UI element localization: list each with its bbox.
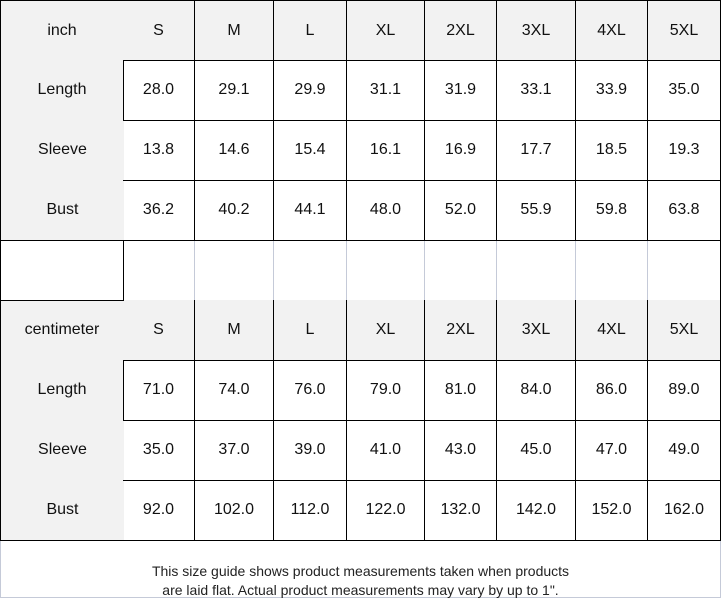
spacer-cell xyxy=(0,240,124,301)
size-header-5xl: 5XL xyxy=(648,0,721,61)
value-cell: 19.3 xyxy=(648,120,721,181)
value-cell: 15.4 xyxy=(274,120,347,181)
size-header-m: M xyxy=(195,300,274,361)
row-label-sleeve: Sleeve xyxy=(1,120,124,180)
value-cell: 55.9 xyxy=(497,180,576,241)
row-label-bust: Bust xyxy=(1,480,124,540)
spacer-cell xyxy=(497,241,576,300)
value-cell: 13.8 xyxy=(123,120,195,181)
value-cell: 40.2 xyxy=(195,180,274,241)
value-cell: 41.0 xyxy=(347,420,425,481)
value-cell: 47.0 xyxy=(576,420,648,481)
size-header-3xl: 3XL xyxy=(497,0,576,61)
value-cell: 52.0 xyxy=(425,180,497,241)
value-cell: 89.0 xyxy=(648,360,721,421)
value-cell: 112.0 xyxy=(274,480,347,541)
value-cell: 122.0 xyxy=(347,480,425,541)
spacer-cell xyxy=(274,241,347,300)
value-cell: 33.9 xyxy=(576,60,648,121)
size-header-3xl: 3XL xyxy=(497,300,576,361)
size-guide-note: This size guide shows product measuremen… xyxy=(0,541,721,598)
spacer-cell xyxy=(347,241,425,300)
spacer-cell xyxy=(648,241,721,300)
value-cell: 86.0 xyxy=(576,360,648,421)
value-cell: 79.0 xyxy=(347,360,425,421)
size-header-m: M xyxy=(195,0,274,61)
size-header-s: S xyxy=(123,300,195,361)
note-line-1: This size guide shows product measuremen… xyxy=(151,563,570,579)
value-cell: 35.0 xyxy=(648,60,721,121)
size-header-xl: XL xyxy=(347,0,425,61)
row-label-length: Length xyxy=(0,360,124,421)
unit-header: centimeter xyxy=(0,300,124,361)
value-cell: 16.9 xyxy=(425,120,497,181)
value-cell: 142.0 xyxy=(497,480,576,541)
value-cell: 31.9 xyxy=(425,60,497,121)
size-header-l: L xyxy=(274,0,347,61)
value-cell: 152.0 xyxy=(576,480,648,541)
value-cell: 14.6 xyxy=(195,120,274,181)
value-cell: 39.0 xyxy=(274,420,347,481)
size-header-4xl: 4XL xyxy=(576,0,648,61)
size-header-5xl: 5XL xyxy=(648,300,721,361)
value-cell: 92.0 xyxy=(123,480,195,541)
row-label-length: Length xyxy=(0,60,124,121)
value-cell: 29.9 xyxy=(274,60,347,121)
value-cell: 43.0 xyxy=(425,420,497,481)
value-cell: 35.0 xyxy=(123,420,195,481)
row-label-bust: Bust xyxy=(1,180,124,240)
value-cell: 44.1 xyxy=(274,180,347,241)
size-header-xl: XL xyxy=(347,300,425,361)
size-header-2xl: 2XL xyxy=(425,300,497,361)
value-cell: 36.2 xyxy=(123,180,195,241)
value-cell: 48.0 xyxy=(347,180,425,241)
value-cell: 59.8 xyxy=(576,180,648,241)
spacer-cell xyxy=(195,241,274,300)
spacer-cell xyxy=(123,241,195,300)
value-cell: 29.1 xyxy=(195,60,274,121)
value-cell: 49.0 xyxy=(648,420,721,481)
value-cell: 16.1 xyxy=(347,120,425,181)
value-cell: 102.0 xyxy=(195,480,274,541)
value-cell: 63.8 xyxy=(648,180,721,241)
value-cell: 71.0 xyxy=(123,360,195,421)
size-header-4xl: 4XL xyxy=(576,300,648,361)
value-cell: 81.0 xyxy=(425,360,497,421)
value-cell: 132.0 xyxy=(425,480,497,541)
table-bottom-border xyxy=(0,540,721,541)
value-cell: 74.0 xyxy=(195,360,274,421)
value-cell: 84.0 xyxy=(497,360,576,421)
size-header-s: S xyxy=(123,0,195,61)
unit-header: inch xyxy=(0,0,124,61)
size-header-l: L xyxy=(274,300,347,361)
value-cell: 76.0 xyxy=(274,360,347,421)
value-cell: 45.0 xyxy=(497,420,576,481)
value-cell: 33.1 xyxy=(497,60,576,121)
row-label-sleeve: Sleeve xyxy=(1,420,124,480)
note-line-2: are laid flat. Actual product measuremen… xyxy=(162,582,559,598)
value-cell: 17.7 xyxy=(497,120,576,181)
spacer-cell xyxy=(576,241,648,300)
value-cell: 37.0 xyxy=(195,420,274,481)
size-header-2xl: 2XL xyxy=(425,0,497,61)
value-cell: 162.0 xyxy=(648,480,721,541)
value-cell: 18.5 xyxy=(576,120,648,181)
value-cell: 28.0 xyxy=(123,60,195,121)
value-cell: 31.1 xyxy=(347,60,425,121)
spacer-cell xyxy=(425,241,497,300)
